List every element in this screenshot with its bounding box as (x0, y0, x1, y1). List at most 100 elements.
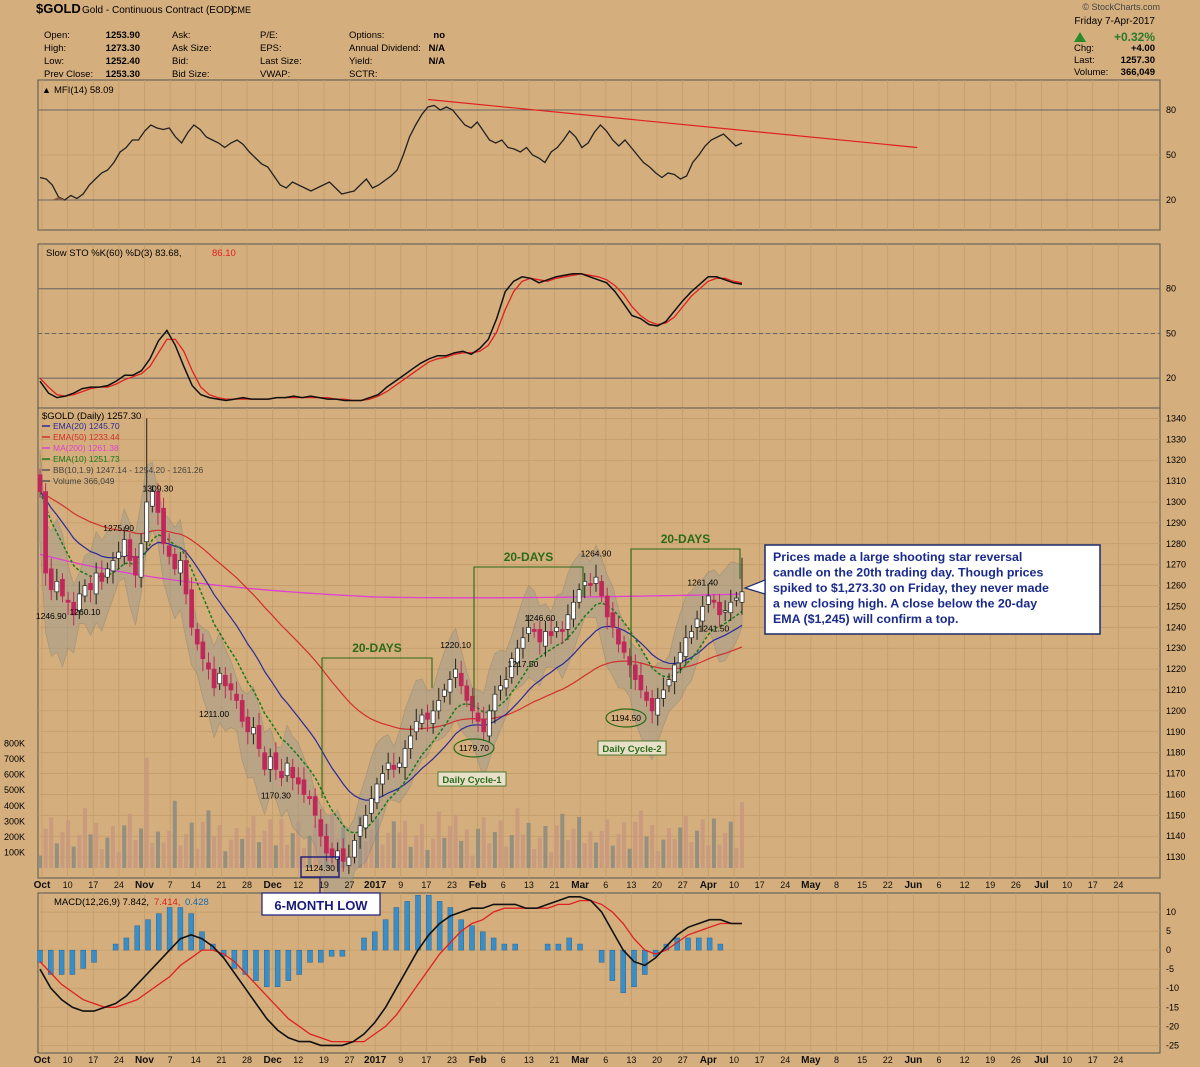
x-axis-tick-label: 28 (242, 1055, 252, 1065)
price-label: 1211.00 (199, 709, 229, 719)
volume-bar (262, 830, 267, 868)
volume-bar (403, 820, 408, 868)
legend-item: MA(200) 1261.38 (53, 443, 119, 453)
symbol-label: $GOLD (36, 1, 81, 16)
header-field-label: P/E: (260, 30, 278, 41)
price-legend: $GOLD (Daily) 1257.30 (42, 411, 141, 422)
candle (644, 691, 649, 701)
volume-bar (672, 839, 677, 868)
candle (183, 560, 189, 595)
volume-bar (223, 851, 228, 868)
price-y-tick-label: 1290 (1166, 518, 1186, 528)
x-axis-tick-label: 28 (242, 880, 252, 890)
candle (284, 762, 290, 776)
candle (121, 539, 127, 557)
candle (267, 756, 273, 770)
volume-bar (127, 813, 132, 868)
volume-bar (99, 849, 104, 868)
candle (149, 491, 155, 507)
volume-bar (245, 827, 250, 868)
price-label: 1246.60 (524, 613, 555, 623)
macd-histogram-bar (706, 937, 713, 951)
x-axis-tick-label: 6 (501, 1055, 506, 1065)
volume-bar (49, 817, 54, 868)
x-axis-tick-label: 7 (168, 880, 173, 890)
x-axis-tick-label: 13 (626, 880, 636, 890)
volume-bar (577, 816, 582, 868)
macd-line (39, 895, 742, 1047)
candle (48, 568, 54, 591)
candle (116, 551, 121, 559)
volume-y-tick-label: 200K (4, 832, 25, 842)
macd-histogram-bar (318, 949, 324, 963)
volume-bar (200, 821, 205, 868)
price-y-tick-label: 1280 (1166, 539, 1186, 549)
header-field-label: SCTR: (349, 69, 378, 80)
macd-panel-frame (37, 892, 1161, 1054)
volume-bar (374, 818, 379, 868)
volume-bar (728, 821, 733, 868)
candle (492, 693, 498, 712)
volume-bar (273, 845, 278, 868)
candle (458, 672, 464, 687)
candle (548, 631, 554, 637)
commentary-line: Prices made a large shooting star revers… (773, 550, 1022, 564)
volume-bar (442, 837, 447, 868)
candle (245, 716, 251, 733)
volume-bar (228, 839, 233, 868)
x-axis-tick-label: Oct (34, 1055, 51, 1066)
volume-bar (82, 808, 87, 868)
header-field-value: 1252.40 (106, 56, 140, 67)
cycle-low-ellipse (453, 738, 495, 758)
price-label: 1217.50 (508, 659, 539, 669)
candle (82, 585, 88, 597)
ema50-line (39, 491, 743, 731)
macd-histogram-bar (609, 949, 616, 981)
price-y-tick-label: 1240 (1166, 622, 1186, 632)
volume-bar (212, 836, 217, 868)
candle (559, 629, 565, 632)
x-axis-tick-label: Nov (135, 880, 154, 891)
candle (694, 618, 700, 628)
volume-bar (627, 848, 632, 868)
volume-bar (610, 845, 615, 868)
cycle-caption-box (597, 740, 667, 756)
cycle-caption-box (437, 771, 507, 787)
macd-histogram-bar (685, 937, 691, 951)
volume-bar (414, 835, 419, 868)
macd-histogram-bar (80, 949, 86, 969)
volume-bar (178, 845, 183, 868)
header-field-label: Annual Dividend: (349, 43, 421, 54)
macd-histogram-bar (37, 949, 43, 963)
volume-bar (655, 851, 660, 868)
x-axis-tick-label: May (801, 1055, 821, 1066)
volume-bar (459, 840, 464, 868)
volume-bar (644, 836, 649, 868)
volume-bar (464, 829, 469, 868)
low-caption-box (261, 892, 381, 916)
mfi-legend: MFI(14) 58.09 (54, 85, 114, 96)
volume-bar (571, 828, 576, 868)
macd-histogram-bar (566, 937, 572, 951)
price-y-tick-label: 1310 (1166, 476, 1186, 486)
candle (503, 679, 509, 689)
price-y-tick-label: 1300 (1166, 497, 1186, 507)
candle (672, 664, 677, 682)
candle (211, 668, 217, 689)
up-arrow-icon (1074, 32, 1086, 42)
volume-y-tick-label: 800K (4, 739, 25, 749)
candle (604, 595, 610, 618)
volume-bar (296, 821, 301, 868)
commentary-frame (764, 544, 1101, 635)
volume-bar (133, 840, 138, 868)
volume-bar (363, 841, 368, 868)
candle (65, 599, 71, 603)
volume-bar (116, 852, 121, 868)
volume-bar (54, 843, 59, 868)
volume-bar (150, 843, 155, 868)
candle (380, 773, 385, 785)
candle (565, 614, 571, 630)
volume-bar (397, 832, 402, 868)
macd-y-tick-label: -20 (1166, 1021, 1179, 1031)
